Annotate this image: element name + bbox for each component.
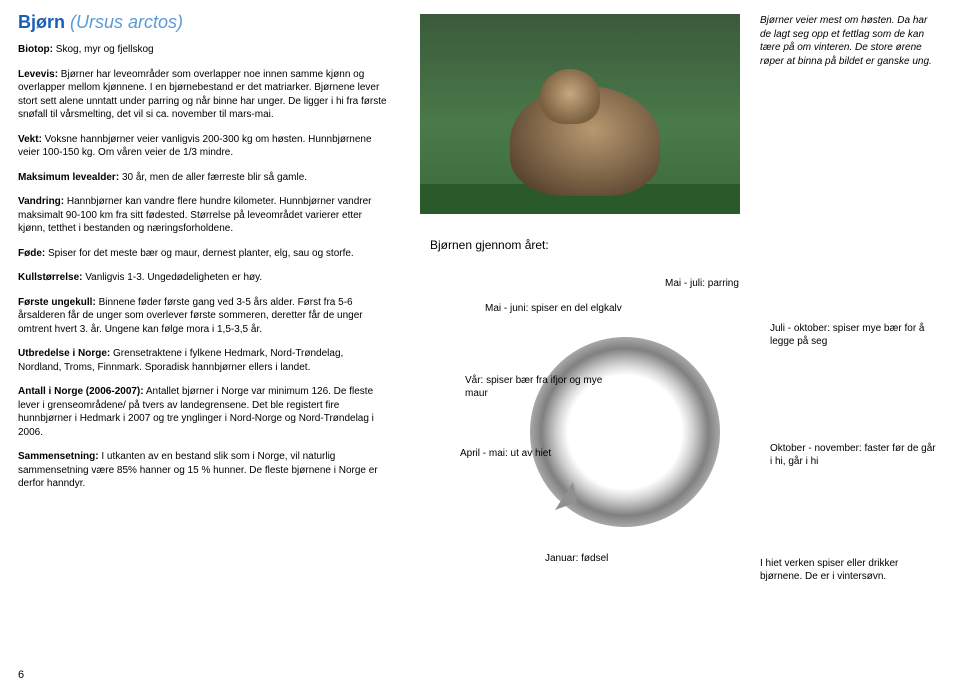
para-kull: Kullstørrelse: Vanligvis 1-3. Ungedødeli… — [18, 271, 388, 285]
cycle-diagram: Mai - juli: parring Mai - juni: spiser e… — [430, 262, 950, 642]
note-parring: Mai - juli: parring — [665, 277, 825, 290]
note-januar: Januar: fødsel — [545, 552, 685, 565]
para-fode: Føde: Spiser for det meste bær og maur, … — [18, 247, 388, 261]
para-ungekull: Første ungekull: Binnene føder første ga… — [18, 296, 388, 337]
para-levevis: Levevis: Bjørner har leveområder som ove… — [18, 68, 388, 122]
para-sammensetning: Sammensetning: I utkanten av en bestand … — [18, 450, 388, 491]
photo-caption: Bjørner veier mest om høsten. Da har de … — [760, 14, 935, 68]
para-antall: Antall i Norge (2006-2007): Antallet bjø… — [18, 385, 388, 439]
note-baer: Juli - oktober: spiser mye bær for å leg… — [770, 322, 940, 348]
note-hiet: I hiet verken spiser eller drikker bjørn… — [760, 557, 940, 583]
annual-cycle-section: Bjørnen gjennom året: Mai - juli: parrin… — [430, 238, 950, 642]
latin-name: (Ursus arctos) — [70, 12, 183, 32]
para-vandring: Vandring: Hannbjørner kan vandre flere h… — [18, 195, 388, 236]
para-biotop: Biotop: Skog, myr og fjellskog — [18, 43, 388, 57]
para-vekt: Vekt: Voksne hannbjørner veier vanligvis… — [18, 133, 388, 160]
bear-photo — [420, 14, 740, 214]
species-name: Bjørn — [18, 12, 65, 32]
page-number: 6 — [18, 669, 24, 681]
note-vaar: Vår: spiser bær fra ifjor og mye maur — [465, 374, 605, 400]
note-oktober: Oktober - november: faster før de går i … — [770, 442, 940, 468]
note-april: April - mai: ut av hiet — [460, 447, 600, 460]
para-utbredelse: Utbredelse i Norge: Grensetraktene i fyl… — [18, 347, 388, 374]
note-elgkalv: Mai - juni: spiser en del elgkalv — [485, 302, 625, 315]
cycle-title: Bjørnen gjennom året: — [430, 238, 950, 252]
main-text-column: Biotop: Skog, myr og fjellskog Levevis: … — [18, 43, 388, 502]
para-maksimum: Maksimum levealder: 30 år, men de aller … — [18, 171, 388, 185]
cycle-ring-icon — [525, 332, 725, 532]
